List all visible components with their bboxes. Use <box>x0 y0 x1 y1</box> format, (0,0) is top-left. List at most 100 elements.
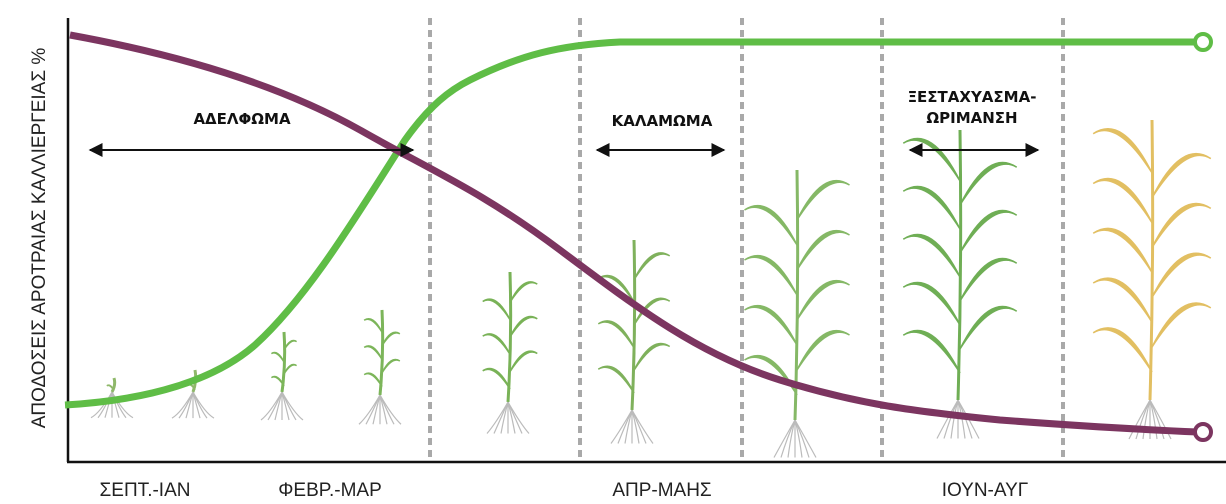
stem <box>280 331 287 393</box>
leaf <box>509 350 538 373</box>
root <box>631 409 647 444</box>
root <box>1149 399 1172 440</box>
root <box>379 394 402 425</box>
leaf <box>633 342 671 371</box>
root <box>794 419 810 458</box>
stem <box>378 309 385 396</box>
root <box>104 391 113 418</box>
root <box>794 419 817 458</box>
leaf <box>1092 227 1153 273</box>
leaf <box>482 367 511 390</box>
leaf <box>796 180 850 221</box>
leaf <box>633 252 671 281</box>
root <box>610 409 633 444</box>
leaf <box>1151 302 1212 348</box>
root <box>624 409 633 444</box>
root <box>507 401 530 434</box>
leaf <box>902 185 961 230</box>
leaf <box>959 161 1018 206</box>
green-curve-end <box>1193 32 1213 52</box>
stem <box>956 129 963 401</box>
leaf <box>1092 128 1153 174</box>
leaf <box>902 137 961 182</box>
leaf <box>1092 327 1153 373</box>
phase-label: ΞΕΣΤΑΧΥΑΣΜΑ- <box>908 88 1037 106</box>
leaf <box>1092 178 1153 224</box>
leaf <box>106 384 115 392</box>
root <box>773 419 796 458</box>
leaf <box>959 257 1018 302</box>
plant <box>744 169 850 458</box>
leaf <box>744 355 798 396</box>
leaf <box>1092 277 1153 323</box>
period-label: ΙΟΥΝ-ΑΥΓ <box>942 480 1029 501</box>
leaf <box>482 298 511 321</box>
leaf <box>509 281 538 303</box>
leaf <box>1151 252 1212 298</box>
purple-curve <box>69 31 1199 436</box>
root <box>787 419 796 458</box>
plant <box>90 377 134 419</box>
root <box>372 394 381 425</box>
leaf <box>796 230 850 271</box>
root <box>111 391 134 419</box>
plant <box>482 271 538 434</box>
root <box>780 419 796 458</box>
root <box>486 401 509 434</box>
root <box>1142 399 1151 440</box>
root <box>617 409 633 444</box>
leaf <box>270 375 285 387</box>
root <box>507 401 516 434</box>
period-label: ΣΕΠΤ.-ΙΑΝ <box>100 480 191 501</box>
root <box>365 394 381 425</box>
leaf <box>363 372 383 387</box>
leaf <box>270 351 285 363</box>
leaf <box>902 281 961 326</box>
period-label: ΑΠΡ-ΜΑΗΣ <box>612 480 711 501</box>
root <box>178 391 194 419</box>
leaf <box>509 315 538 338</box>
leaf <box>482 333 511 355</box>
green-curve <box>64 38 1200 409</box>
stem <box>1148 119 1155 401</box>
y-axis-label: ΑΠΟΔΟΣΕΙΣ ΑΡΟΤΡΑΙΑΣ ΚΑΛΛΙΕΡΓΕΙΑΣ % <box>29 48 50 429</box>
leaf <box>959 305 1018 350</box>
plant <box>358 309 402 425</box>
root <box>192 391 215 419</box>
root <box>631 409 654 444</box>
root <box>943 399 959 439</box>
leaf <box>363 317 383 333</box>
stem <box>793 169 800 421</box>
plant <box>1092 119 1212 440</box>
dividers <box>428 18 1065 460</box>
root <box>493 401 509 434</box>
purple-curve-end <box>1193 422 1213 442</box>
root <box>1135 399 1151 440</box>
leaf <box>363 345 383 360</box>
phase-label: ΩΡΙΜΑΝΣΗ <box>926 109 1017 127</box>
leaf <box>597 320 635 349</box>
plants <box>90 119 1212 458</box>
leaf <box>1151 202 1212 248</box>
root <box>500 401 509 434</box>
leaf <box>283 363 298 375</box>
leaf <box>902 233 961 278</box>
leaf <box>796 330 850 371</box>
leaf <box>283 339 298 351</box>
leaf <box>796 280 850 321</box>
root <box>281 391 304 421</box>
stem <box>110 377 117 393</box>
plant <box>597 239 671 444</box>
phase-label: ΚΑΛΑΜΩΜΑ <box>612 112 713 130</box>
root <box>936 399 959 439</box>
plant <box>260 331 304 421</box>
leaf <box>902 329 961 374</box>
leaf <box>959 209 1018 254</box>
root <box>379 394 388 425</box>
leaf <box>381 358 401 374</box>
leaf <box>597 365 635 394</box>
leaf <box>744 205 798 246</box>
phase-label: ΑΔΕΛΦΩΜΑ <box>193 110 291 128</box>
leaf <box>1151 153 1212 199</box>
